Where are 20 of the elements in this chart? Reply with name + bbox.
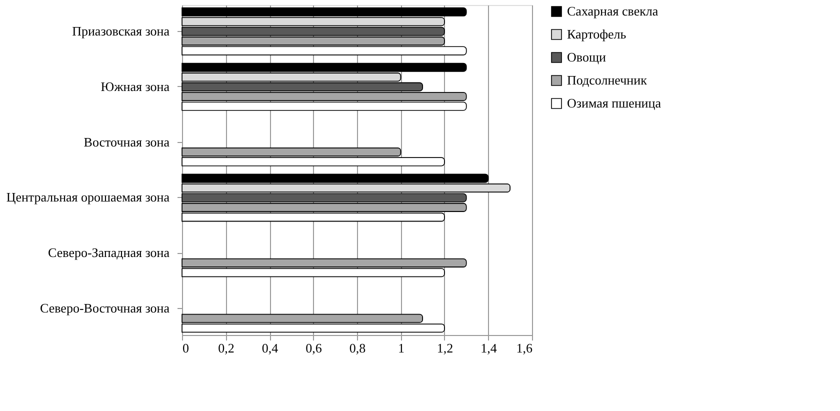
legend-label: Подсолнечник (567, 72, 648, 88)
x-tick-label: 1,4 (480, 340, 498, 356)
x-tick-label: 0,6 (306, 340, 322, 356)
y-tick-label: Северо-Восточная зона (40, 300, 170, 316)
y-tick-label: Южная зона (100, 78, 170, 94)
legend-label: Озимая пшеница (567, 96, 662, 110)
y-tick-label: Приазовская зона (72, 23, 170, 38)
legend-label: Сахарная свекла (567, 4, 658, 18)
y-tick-label: Северо-Западная зона (48, 245, 170, 260)
x-tick-label: 0,4 (262, 340, 279, 356)
x-tick-label: 0 (182, 340, 189, 356)
legend-label: Картофель (567, 26, 626, 42)
x-tick-label: 1,2 (436, 340, 454, 356)
x-tick-label: 1 (398, 340, 404, 356)
x-tick-label: 0,2 (218, 340, 234, 356)
x-tick-label: 0,8 (349, 340, 366, 356)
y-tick-label: Восточная зона (84, 134, 170, 150)
legend-label: Овощи (567, 50, 606, 64)
x-tick-label: 1,6 (516, 340, 533, 356)
y-tick-label: Центральная орошаемая зона (6, 190, 170, 205)
